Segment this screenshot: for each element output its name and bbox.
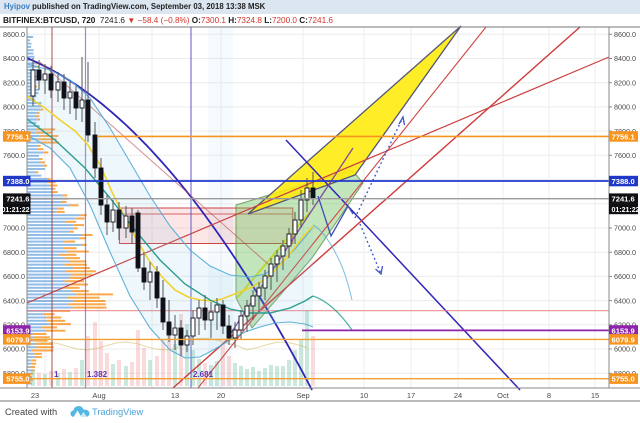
svg-text:6600.0: 6600.0 — [3, 272, 25, 281]
svg-text:7000.0: 7000.0 — [614, 224, 636, 233]
svg-text:8: 8 — [547, 391, 551, 400]
svg-text:8000.0: 8000.0 — [3, 103, 25, 112]
svg-text:7600.0: 7600.0 — [614, 151, 636, 160]
svg-text:23: 23 — [31, 391, 39, 400]
svg-text:01:21:22: 01:21:22 — [612, 207, 640, 214]
svg-text:6200.0: 6200.0 — [614, 321, 636, 330]
svg-text:5755.0: 5755.0 — [612, 375, 635, 384]
svg-text:8400.0: 8400.0 — [614, 54, 636, 63]
svg-text:24: 24 — [454, 391, 462, 400]
svg-text:8400.0: 8400.0 — [3, 54, 25, 63]
svg-text:6200.0: 6200.0 — [3, 321, 25, 330]
svg-text:6600.0: 6600.0 — [614, 272, 636, 281]
svg-text:20: 20 — [217, 391, 225, 400]
svg-text:6400.0: 6400.0 — [3, 296, 25, 305]
svg-text:17: 17 — [407, 391, 415, 400]
svg-text:15: 15 — [591, 391, 599, 400]
svg-text:7000.0: 7000.0 — [3, 224, 25, 233]
svg-text:6800.0: 6800.0 — [614, 248, 636, 257]
svg-text:2.681: 2.681 — [193, 370, 214, 379]
svg-text:6000.0: 6000.0 — [614, 345, 636, 354]
svg-text:7388.0: 7388.0 — [6, 177, 29, 186]
svg-text:01:21:22: 01:21:22 — [1, 207, 29, 214]
svg-text:10: 10 — [360, 391, 368, 400]
svg-text:7756.1: 7756.1 — [612, 132, 636, 141]
svg-text:Sep: Sep — [296, 391, 309, 400]
svg-text:Aug: Aug — [92, 391, 105, 400]
svg-text:1: 1 — [54, 370, 59, 379]
svg-text:8600.0: 8600.0 — [3, 30, 25, 39]
svg-text:8200.0: 8200.0 — [3, 78, 25, 87]
svg-text:8000.0: 8000.0 — [614, 103, 636, 112]
svg-text:6400.0: 6400.0 — [614, 296, 636, 305]
svg-text:5755.0: 5755.0 — [6, 375, 29, 384]
svg-text:7241.6: 7241.6 — [6, 195, 29, 204]
svg-text:1.382: 1.382 — [87, 370, 108, 379]
svg-text:13: 13 — [171, 391, 179, 400]
svg-text:7388.0: 7388.0 — [612, 177, 635, 186]
svg-text:6000.0: 6000.0 — [3, 345, 25, 354]
svg-text:6079.9: 6079.9 — [6, 335, 29, 344]
svg-text:6153.9: 6153.9 — [612, 326, 635, 335]
svg-text:7241.6: 7241.6 — [612, 195, 635, 204]
svg-text:8200.0: 8200.0 — [614, 78, 636, 87]
svg-text:8600.0: 8600.0 — [614, 30, 636, 39]
svg-text:7756.1: 7756.1 — [6, 132, 30, 141]
svg-text:6079.9: 6079.9 — [612, 335, 635, 344]
svg-text:Oct: Oct — [497, 391, 510, 400]
svg-text:6153.9: 6153.9 — [6, 326, 29, 335]
svg-text:7600.0: 7600.0 — [3, 151, 25, 160]
svg-text:6800.0: 6800.0 — [3, 248, 25, 257]
